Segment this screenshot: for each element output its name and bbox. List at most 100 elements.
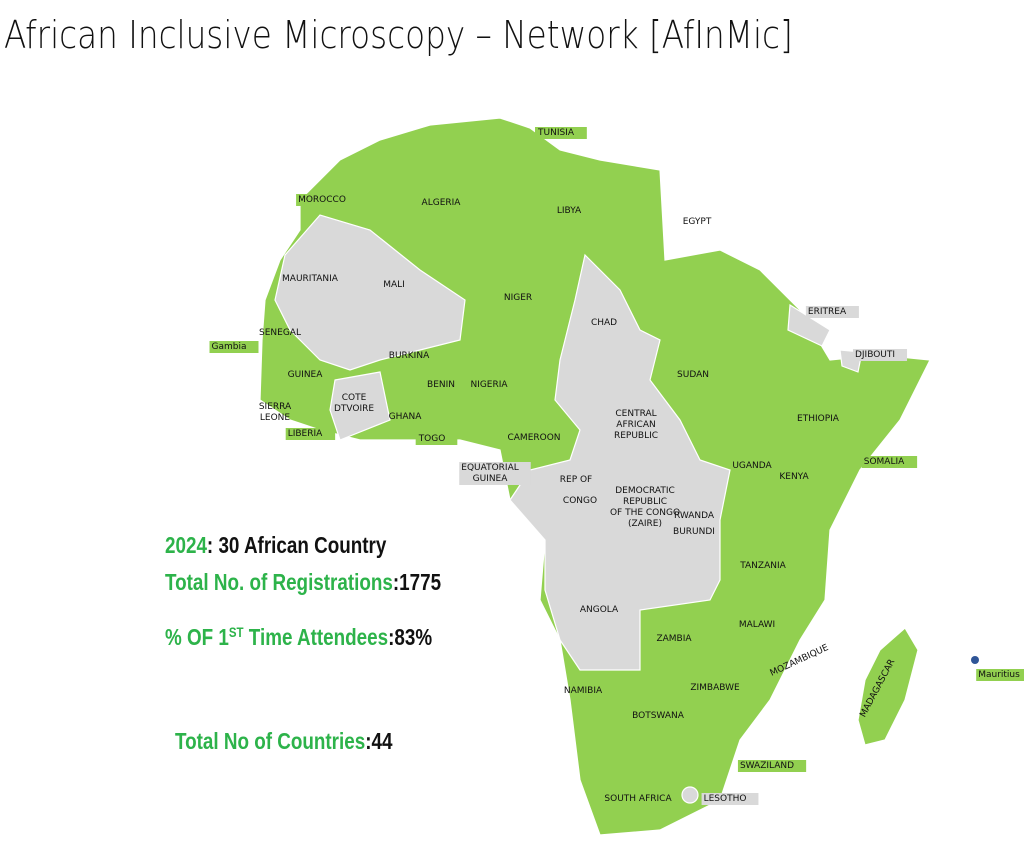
country-label: Mauritius (976, 669, 1024, 681)
label-line: (ZAIRE) (628, 519, 662, 529)
country-name: ZAMBIA (656, 634, 692, 644)
label-line: ETHIOPIA (797, 414, 840, 424)
country-label: BOTSWANA (632, 711, 685, 721)
stat-attendees: % OF 1ST Time Attendees:83% (165, 624, 432, 651)
label-line: ZIMBABWE (690, 683, 740, 693)
country-name: BOTSWANA (632, 711, 685, 721)
label-line: SENEGAL (259, 328, 301, 338)
country-label: BENIN (427, 380, 455, 390)
country-name: KENYA (779, 472, 809, 482)
country-label: NIGER (504, 293, 532, 303)
country-name: GHANA (389, 412, 423, 422)
country-label: ETHIOPIA (797, 414, 840, 424)
island-dot (971, 656, 979, 664)
country-name: NIGER (504, 293, 532, 303)
label-line: DJIBOUTI (855, 350, 895, 360)
label-line: COTE (342, 393, 367, 403)
label-line: GUINEA (288, 370, 324, 380)
country-name: NAMIBIA (564, 686, 603, 696)
label-line: Gambia (212, 342, 247, 352)
stat-sep: : (393, 570, 399, 595)
label-line: CENTRAL (615, 409, 656, 419)
country-name: SIERRA LEONE (259, 402, 292, 423)
country-label: SENEGAL (259, 328, 301, 338)
label-line: TUNISIA (537, 128, 575, 138)
country-name: UGANDA (732, 461, 772, 471)
stat-label: Time Attendees (244, 625, 389, 650)
svg-text:2024: 30 African Country: 2024: 30 African Country (165, 533, 387, 558)
country-label: NAMIBIA (564, 686, 603, 696)
country-name: Mauritius (978, 670, 1020, 680)
label-line: CONGO (563, 496, 597, 506)
stat-sup: ST (229, 624, 244, 640)
label-line: LIBERIA (288, 429, 323, 439)
country-label: NIGERIA (470, 380, 508, 390)
country-label: MAURITANIA (282, 274, 339, 284)
label-line: BENIN (427, 380, 455, 390)
country-name: MOROCCO (298, 195, 346, 205)
label-box (737, 760, 807, 772)
label-line: BOTSWANA (632, 711, 685, 721)
svg-text:Total No. of Registrations:177: Total No. of Registrations:1775 (165, 570, 441, 595)
label-line: OF THE CONGO (610, 508, 680, 518)
country-name: MAURITANIA (282, 274, 339, 284)
label-line: REPUBLIC (623, 497, 667, 507)
label-line: RWANDA (674, 511, 715, 521)
stat-year: 2024: 30 African Country (165, 533, 387, 558)
label-line: NIGER (504, 293, 532, 303)
label-line: SIERRA (259, 402, 292, 412)
country-label: TUNISIA (535, 127, 587, 139)
label-line: SOMALIA (864, 457, 905, 467)
grey-region (681, 786, 699, 804)
grey-region (274, 214, 466, 371)
africa-map (259, 117, 979, 836)
label-line: ERITREA (808, 307, 847, 317)
country-label: LESOTHO (701, 793, 759, 805)
country-label: DJIBOUTI (852, 349, 908, 361)
label-line: SOUTH AFRICA (604, 794, 672, 804)
label-box (861, 456, 918, 468)
country-name: SOUTH AFRICA (604, 794, 672, 804)
stat-label: 2024 (165, 533, 207, 558)
country-name: DEMOCRATIC REPUBLIC OF THE CONGO (ZAIRE) (610, 486, 680, 529)
label-box (459, 462, 531, 485)
country-name: CHAD (591, 318, 617, 328)
label-line: REPUBLIC (614, 431, 658, 441)
label-line: ANGOLA (580, 605, 619, 615)
svg-text:Total No of Countries:44: Total No of Countries:44 (175, 729, 393, 754)
country-label: LIBYA (557, 206, 582, 216)
country-name: SENEGAL (259, 328, 301, 338)
label-line: TANZANIA (739, 561, 786, 571)
label-line: GUINEA (473, 474, 509, 484)
country-label: SUDAN (677, 370, 709, 380)
country-name: LIBYA (557, 206, 582, 216)
country-name: CAMEROON (507, 433, 560, 443)
label-line: EQUATORIAL (461, 463, 518, 473)
label-box (976, 669, 1024, 681)
label-line: EGYPT (683, 217, 712, 227)
label-line: ALGERIA (422, 198, 462, 208)
country-name: COTE DTVOIRE (334, 393, 374, 414)
country-name: SOMALIA (864, 457, 905, 467)
country-name: EGYPT (683, 217, 712, 227)
label-line: NAMIBIA (564, 686, 603, 696)
label-line: ZAMBIA (656, 634, 692, 644)
label-line: BURKINA (389, 351, 430, 361)
country-label: KENYA (779, 472, 809, 482)
label-box (701, 793, 759, 805)
label-line: CAMEROON (507, 433, 560, 443)
label-line: AFRICAN (616, 420, 655, 430)
stat-sep: : (365, 729, 371, 754)
label-line: CHAD (591, 318, 617, 328)
country-label: MALAWI (739, 620, 775, 630)
label-line: DEMOCRATIC (615, 486, 675, 496)
label-line: BURUNDI (673, 527, 715, 537)
country-name: RWANDA (674, 511, 715, 521)
stat-sep: : (388, 625, 394, 650)
label-line: UGANDA (732, 461, 772, 471)
country-label: SOUTH AFRICA (604, 794, 672, 804)
country-label: EQUATORIAL GUINEA (459, 462, 531, 485)
country-label: REP OF (560, 475, 593, 485)
